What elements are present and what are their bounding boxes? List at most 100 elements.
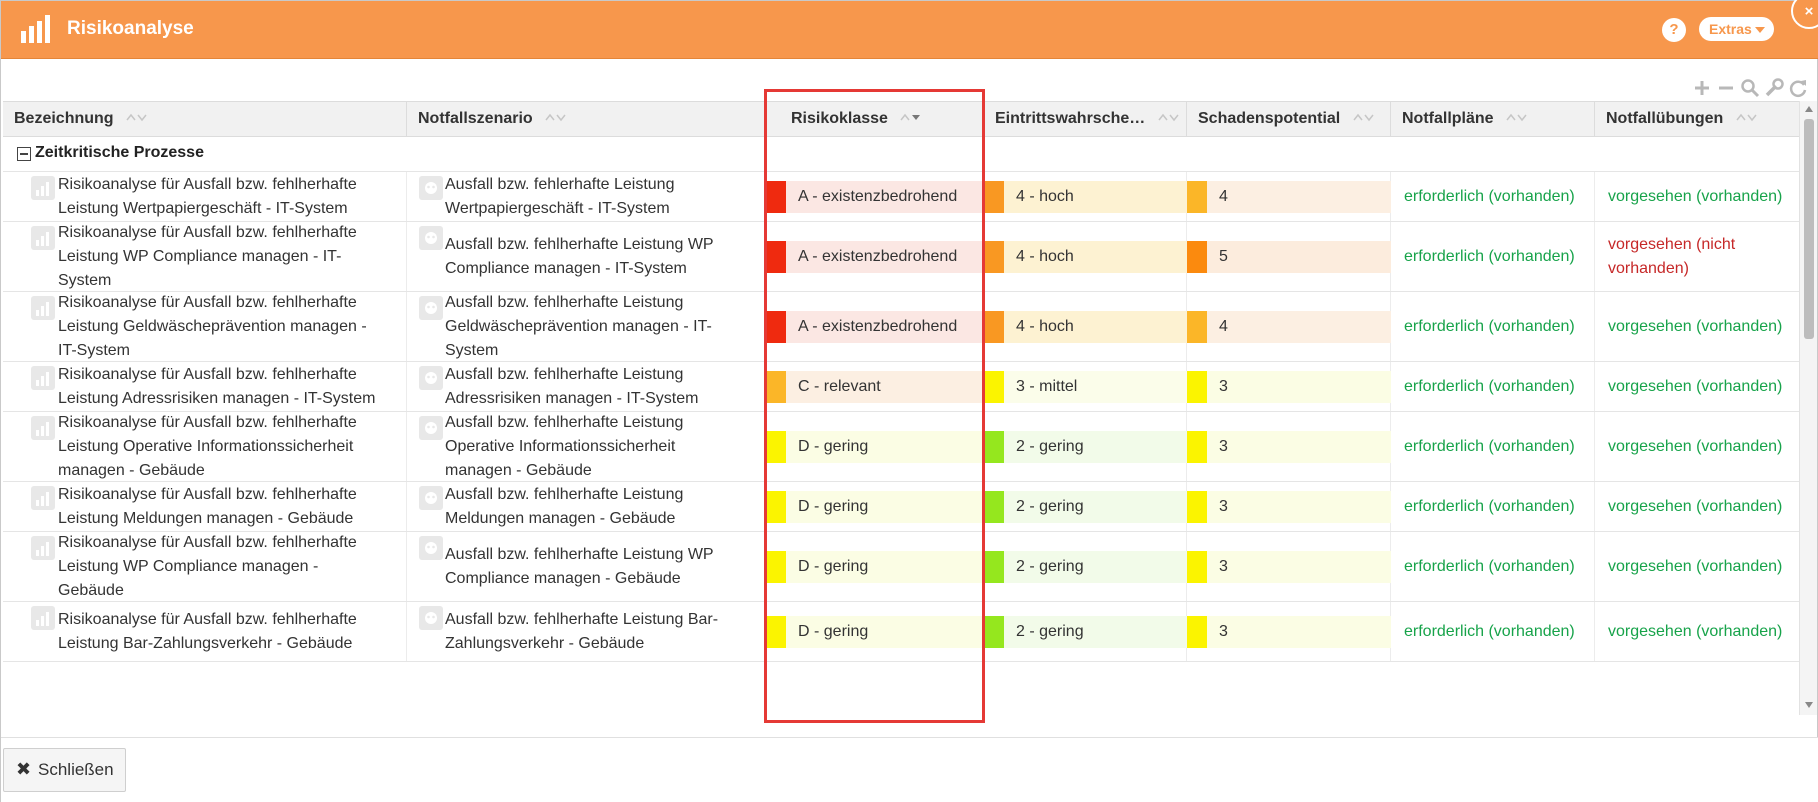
eintritt-band: 4 - hoch	[984, 241, 1187, 273]
notfalluebungen-status[interactable]: vorgesehen (vorhanden)	[1608, 375, 1782, 399]
column-label: Notfallübungen	[1606, 110, 1724, 127]
color-swatch	[1187, 371, 1207, 403]
table-row[interactable]: Risikoanalyse für Ausfall bzw. fehlherha…	[3, 482, 1799, 532]
notfallplaene-status[interactable]: erforderlich (vorhanden)	[1404, 438, 1575, 455]
notfalluebungen-status[interactable]: vorgesehen (vorhanden)	[1608, 435, 1782, 459]
cell-bezeichnung: Risikoanalyse für Ausfall bzw. fehlherha…	[3, 362, 407, 411]
column-header-bezeichnung[interactable]: Bezeichnung	[3, 102, 407, 136]
color-swatch	[1187, 431, 1207, 463]
text-line: Compliance managen - IT-System	[445, 260, 687, 277]
column-header-notfalluebungen[interactable]: Notfallübungen	[1595, 102, 1799, 136]
cell-notfallszenario: Ausfall bzw. fehlerhafte Leistung Wertpap…	[407, 172, 766, 221]
risikoklasse-band: D - gering	[766, 551, 984, 583]
plus-icon[interactable]	[1691, 77, 1713, 99]
text-line: Risikoanalyse für Ausfall bzw. fehlherha…	[58, 366, 357, 383]
cell-schadenspotential: 5	[1187, 222, 1391, 291]
text-line: System	[445, 342, 499, 359]
column-header-schadenspotential[interactable]: Schadenspotential	[1187, 102, 1391, 136]
risk-analysis-icon	[31, 606, 55, 630]
bezeichnung-text: Risikoanalyse für Ausfall bzw. fehlherha…	[58, 483, 397, 531]
eintritt-band: 2 - gering	[984, 616, 1187, 648]
cell-notfallszenario: Ausfall bzw. fehlherhafte Leistung Meldun…	[407, 482, 766, 531]
column-header-risikoklasse[interactable]: Risikoklasse	[766, 102, 984, 136]
sort-icon[interactable]	[1736, 102, 1758, 134]
column-header-eintrittswahrscheinlichkeit[interactable]: Eintrittswahrsche…	[984, 102, 1187, 136]
text-line: Leistung Operative Informationssicherhei…	[58, 438, 354, 455]
cell-schadenspotential: 3	[1187, 532, 1391, 601]
close-icon: ✖	[16, 759, 32, 779]
notfallszenario-text: Ausfall bzw. fehlherhafte Leistung Adress…	[445, 363, 755, 411]
sort-desc-icon[interactable]	[900, 102, 922, 134]
collapse-icon[interactable]	[17, 147, 31, 161]
color-swatch	[766, 491, 786, 523]
cell-schadenspotential: 3	[1187, 482, 1391, 531]
notfallplaene-status[interactable]: erforderlich (vorhanden)	[1404, 248, 1575, 265]
notfalluebungen-status[interactable]: vorgesehen (vorhanden)	[1608, 315, 1782, 339]
notfalluebungen-status[interactable]: vorgesehen (vorhanden)	[1608, 620, 1782, 644]
text-line: Operative Informationssicherheit	[445, 438, 676, 455]
close-icon[interactable]: ×	[1791, 0, 1818, 29]
text-line: System	[58, 272, 112, 289]
column-header-notfallplaene[interactable]: Notfallpläne	[1391, 102, 1595, 136]
cell-bezeichnung: Risikoanalyse für Ausfall bzw. fehlherha…	[3, 172, 407, 221]
cell-notfalluebungen: vorgesehen (vorhanden)	[1595, 482, 1799, 531]
risk-analysis-icon	[31, 366, 55, 390]
cell-notfalluebungen: vorgesehen (nicht vorhanden)	[1595, 222, 1799, 291]
help-button[interactable]: ?	[1662, 18, 1686, 42]
scroll-up-icon[interactable]	[1805, 106, 1813, 112]
notfallplaene-status[interactable]: erforderlich (vorhanden)	[1404, 378, 1575, 395]
notfalluebungen-status[interactable]: vorgesehen (nicht vorhanden)	[1608, 233, 1735, 281]
cell-schadenspotential: 3	[1187, 412, 1391, 481]
table-row[interactable]: Risikoanalyse für Ausfall bzw. fehlherha…	[3, 362, 1799, 412]
scenario-icon	[419, 486, 443, 510]
text-line: Gebäude	[58, 582, 124, 599]
sort-icon[interactable]	[1158, 102, 1180, 134]
color-swatch	[1187, 181, 1207, 213]
vertical-scrollbar[interactable]	[1799, 101, 1817, 715]
notfalluebungen-status[interactable]: vorgesehen (vorhanden)	[1608, 555, 1782, 579]
scrollbar-thumb[interactable]	[1804, 119, 1814, 339]
notfallplaene-status[interactable]: erforderlich (vorhanden)	[1404, 558, 1575, 575]
scenario-icon	[419, 296, 443, 320]
eintritt-band: 4 - hoch	[984, 181, 1187, 213]
cell-notfallszenario: Ausfall bzw. fehlherhafte Leistung Adress…	[407, 362, 766, 411]
column-label: Risikoklasse	[791, 110, 888, 127]
cell-notfallplaene: erforderlich (vorhanden)	[1391, 362, 1595, 411]
value-label: 2 - gering	[1016, 438, 1084, 455]
bezeichnung-text: Risikoanalyse für Ausfall bzw. fehlherha…	[58, 173, 397, 221]
extras-button[interactable]: Extras	[1699, 17, 1774, 41]
table-row[interactable]: Risikoanalyse für Ausfall bzw. fehlherha…	[3, 292, 1799, 362]
sort-icon[interactable]	[545, 102, 567, 134]
search-icon[interactable]	[1739, 77, 1761, 99]
close-button[interactable]: ✖ Schließen	[3, 748, 126, 792]
notfalluebungen-status[interactable]: vorgesehen (vorhanden)	[1608, 185, 1782, 209]
wrench-icon[interactable]	[1763, 77, 1785, 99]
sort-icon[interactable]	[1353, 102, 1375, 134]
notfallplaene-status[interactable]: erforderlich (vorhanden)	[1404, 188, 1575, 205]
notfallplaene-status[interactable]: erforderlich (vorhanden)	[1404, 623, 1575, 640]
text-line: Ausfall bzw. fehlherhafte Leistung WP	[445, 236, 714, 253]
table-row[interactable]: Risikoanalyse für Ausfall bzw. fehlherha…	[3, 412, 1799, 482]
table-row[interactable]: Risikoanalyse für Ausfall bzw. fehlherha…	[3, 172, 1799, 222]
table-row[interactable]: Risikoanalyse für Ausfall bzw. fehlherha…	[3, 602, 1799, 662]
notfallplaene-status[interactable]: erforderlich (vorhanden)	[1404, 498, 1575, 515]
scroll-down-icon[interactable]	[1805, 702, 1813, 708]
notfalluebungen-status[interactable]: vorgesehen (vorhanden)	[1608, 495, 1782, 519]
value-label: A - existenzbedrohend	[798, 248, 958, 265]
risikoklasse-band: C - relevant	[766, 371, 984, 403]
cell-notfalluebungen: vorgesehen (vorhanden)	[1595, 172, 1799, 221]
notfallszenario-text: Ausfall bzw. fehlherhafte Leistung Meldun…	[445, 483, 755, 531]
refresh-icon[interactable]	[1787, 77, 1809, 99]
sort-icon[interactable]	[1506, 102, 1528, 134]
text-line: Wertpapiergeschäft - IT-System	[445, 200, 670, 217]
table-row[interactable]: Risikoanalyse für Ausfall bzw. fehlherha…	[3, 532, 1799, 602]
cell-eintrittswahrscheinlichkeit: 3 - mittel	[984, 362, 1187, 411]
text-line: Risikoanalyse für Ausfall bzw. fehlherha…	[58, 176, 357, 193]
notfallplaene-status[interactable]: erforderlich (vorhanden)	[1404, 318, 1575, 335]
table-row[interactable]: Risikoanalyse für Ausfall bzw. fehlherha…	[3, 222, 1799, 292]
color-swatch	[984, 181, 1004, 213]
column-header-notfallszenario[interactable]: Notfallszenario	[407, 102, 766, 136]
sort-icon[interactable]	[126, 102, 148, 134]
minus-icon[interactable]	[1715, 77, 1737, 99]
